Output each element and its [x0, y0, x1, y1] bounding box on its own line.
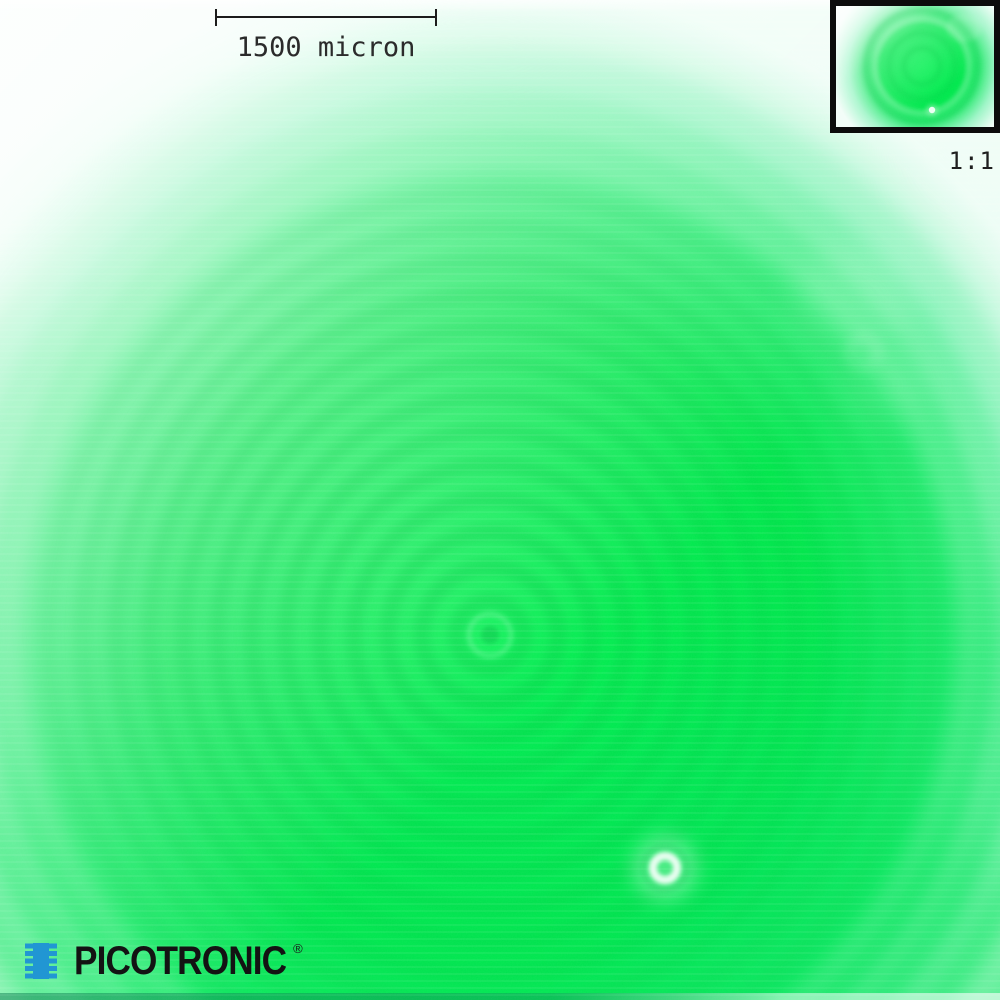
inset-ratio-label: 1:1 [948, 147, 995, 175]
inset-1to1-thumbnail [830, 0, 1000, 133]
scale-bar-left-tick [215, 9, 217, 26]
scale-bar: 1500 micron [215, 9, 437, 61]
picotronic-chip-icon [25, 943, 57, 979]
scale-bar-right-tick [435, 9, 437, 26]
picotronic-logo: PICOTRONIC ® [25, 941, 303, 981]
scale-bar-line [215, 9, 437, 26]
scale-bar-label: 1500 micron [236, 32, 416, 63]
registered-trademark-symbol: ® [293, 941, 303, 956]
inset-beam-image [836, 6, 994, 127]
picotronic-wordmark: PICOTRONIC [74, 939, 287, 983]
